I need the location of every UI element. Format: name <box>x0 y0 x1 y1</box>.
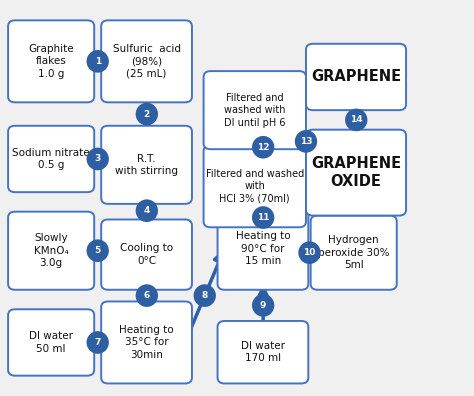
Text: Filtered and washed
with
HCl 3% (70ml): Filtered and washed with HCl 3% (70ml) <box>206 169 304 204</box>
FancyBboxPatch shape <box>204 71 306 149</box>
Text: 1: 1 <box>95 57 101 66</box>
FancyBboxPatch shape <box>8 20 94 102</box>
Ellipse shape <box>136 199 158 222</box>
Ellipse shape <box>298 241 320 264</box>
FancyBboxPatch shape <box>101 126 192 204</box>
Text: 4: 4 <box>144 206 150 215</box>
FancyBboxPatch shape <box>306 129 406 215</box>
Ellipse shape <box>87 331 109 354</box>
Text: DI water
50 ml: DI water 50 ml <box>29 331 73 354</box>
FancyBboxPatch shape <box>218 208 308 290</box>
Ellipse shape <box>87 240 109 262</box>
Text: R.T.
with stirring: R.T. with stirring <box>115 154 178 176</box>
FancyBboxPatch shape <box>101 219 192 290</box>
Ellipse shape <box>252 206 274 229</box>
Text: 14: 14 <box>350 115 363 124</box>
Text: 5: 5 <box>95 246 101 255</box>
Text: GRAPHENE: GRAPHENE <box>311 69 401 84</box>
Ellipse shape <box>252 136 274 158</box>
Text: GRAPHENE
OXIDE: GRAPHENE OXIDE <box>311 156 401 189</box>
FancyBboxPatch shape <box>101 20 192 102</box>
Text: Hydrogen
peroxide 30%
5ml: Hydrogen peroxide 30% 5ml <box>318 235 390 270</box>
FancyBboxPatch shape <box>101 301 192 383</box>
Text: 7: 7 <box>94 338 101 347</box>
Text: Sulfuric  acid
(98%)
(25 mL): Sulfuric acid (98%) (25 mL) <box>112 44 181 79</box>
Ellipse shape <box>136 103 158 126</box>
Text: Heating to
90°C for
15 min: Heating to 90°C for 15 min <box>236 231 290 266</box>
FancyBboxPatch shape <box>204 145 306 227</box>
Text: 3: 3 <box>95 154 101 164</box>
FancyBboxPatch shape <box>8 309 94 376</box>
Text: DI water
170 ml: DI water 170 ml <box>241 341 285 364</box>
Text: Cooling to
0°C: Cooling to 0°C <box>120 244 173 266</box>
Text: 8: 8 <box>201 291 208 300</box>
Text: Graphite
flakes
1.0 g: Graphite flakes 1.0 g <box>28 44 74 79</box>
Text: Sodium nitrate
0.5 g: Sodium nitrate 0.5 g <box>12 148 90 170</box>
Text: 13: 13 <box>300 137 312 146</box>
Text: Filtered and
washed with
DI until pH 6: Filtered and washed with DI until pH 6 <box>224 93 285 128</box>
Text: Heating to
35°C for
30min: Heating to 35°C for 30min <box>119 325 174 360</box>
Ellipse shape <box>87 50 109 73</box>
Text: Slowly
KMnO₄
3.0g: Slowly KMnO₄ 3.0g <box>34 233 69 268</box>
Text: 2: 2 <box>144 110 150 118</box>
Text: 6: 6 <box>144 291 150 300</box>
FancyBboxPatch shape <box>310 215 397 290</box>
FancyBboxPatch shape <box>8 212 94 290</box>
Text: 10: 10 <box>303 248 316 257</box>
Ellipse shape <box>252 294 274 317</box>
Ellipse shape <box>136 284 158 307</box>
FancyBboxPatch shape <box>306 44 406 110</box>
Text: 11: 11 <box>257 213 269 222</box>
Text: 9: 9 <box>260 301 266 310</box>
Ellipse shape <box>87 148 109 170</box>
Text: 12: 12 <box>257 143 269 152</box>
Ellipse shape <box>345 109 367 131</box>
Ellipse shape <box>295 130 317 153</box>
Ellipse shape <box>193 284 216 307</box>
FancyBboxPatch shape <box>218 321 308 383</box>
FancyBboxPatch shape <box>8 126 94 192</box>
